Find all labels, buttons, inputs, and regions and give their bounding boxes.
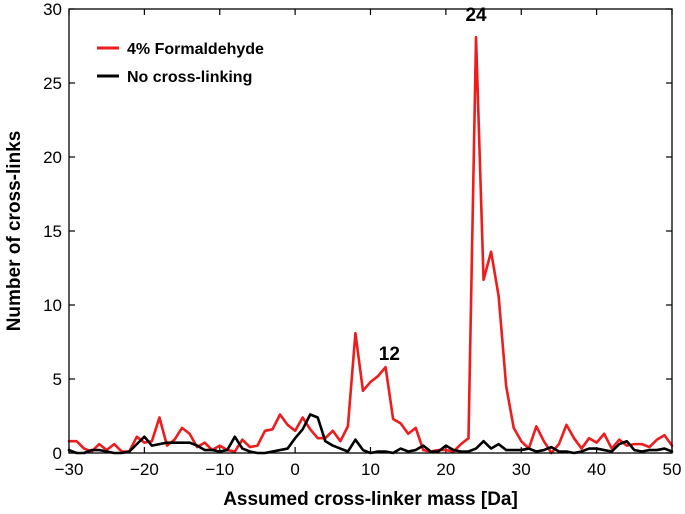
- peak-annotations: 24 12: [379, 5, 487, 365]
- x-tick-label: 10: [361, 460, 380, 479]
- x-tick-label: 20: [436, 460, 455, 479]
- peak-label: 12: [379, 344, 400, 365]
- legend-label-formaldehyde: 4% Formaldehyde: [127, 41, 264, 58]
- x-tick-label: 30: [512, 460, 531, 479]
- legend: 4% Formaldehyde No cross-linking: [97, 41, 264, 86]
- x-tick-label: 50: [663, 460, 682, 479]
- y-tick-label: 0: [53, 444, 62, 463]
- y-tick-label: 30: [43, 0, 62, 19]
- tick-labels: −30 −20 −10 0 10 20 30 40 50 0 5 10 15 20 25 30: [43, 0, 681, 479]
- x-tick-label: −20: [130, 460, 159, 479]
- series-line-4-formaldehyde: [67, 35, 674, 455]
- peak-label: 24: [465, 5, 487, 26]
- y-tick-label: 15: [43, 222, 62, 241]
- y-tick-label: 25: [43, 74, 62, 93]
- plot-frame: [68, 8, 673, 454]
- y-tick-label: 5: [53, 370, 62, 389]
- x-axis-title: Assumed cross-linker mass [Da]: [223, 489, 518, 510]
- y-axis-title: Number of cross-links: [4, 131, 25, 332]
- x-tick-label: −10: [205, 460, 234, 479]
- x-tick-label: −30: [55, 460, 84, 479]
- y-tick-label: 20: [43, 148, 62, 167]
- x-tick-label: 0: [290, 460, 299, 479]
- series-lines: [67, 35, 674, 455]
- x-tick-label: 40: [587, 460, 606, 479]
- legend-label-no-cross-linking: No cross-linking: [127, 69, 252, 86]
- y-tick-label: 10: [43, 296, 62, 315]
